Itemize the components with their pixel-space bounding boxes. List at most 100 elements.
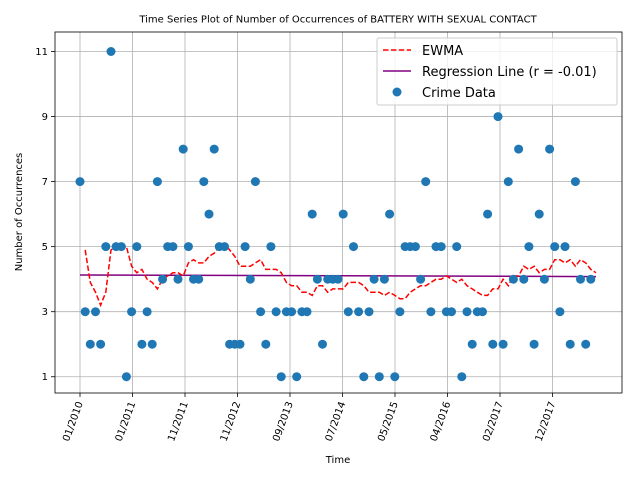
data-point [121, 372, 131, 382]
data-point [483, 209, 493, 219]
data-point [436, 242, 446, 252]
data-point [101, 242, 111, 252]
data-point [349, 242, 358, 252]
legend: EWMA Regression Line (r = -0.01) Crime D… [376, 37, 618, 106]
data-point [374, 372, 384, 382]
data-point [287, 307, 297, 317]
data-point [91, 307, 100, 317]
data-point [359, 372, 369, 382]
y-tick-label: 3 [42, 307, 48, 318]
data-point [576, 274, 585, 284]
data-point [127, 307, 137, 317]
data-point [570, 177, 580, 187]
data-point [364, 307, 374, 317]
data-point [581, 339, 591, 349]
data-point [142, 307, 152, 317]
x-axis-label: Time [325, 455, 350, 466]
data-point [147, 339, 157, 349]
data-point [534, 209, 544, 219]
x-tick-label: 09/2013 [271, 400, 296, 443]
data-point [550, 242, 560, 252]
x-tick-label: 04/2016 [429, 400, 454, 443]
data-point [493, 112, 503, 122]
x-tick-label: 07/2014 [324, 400, 349, 443]
data-point [245, 274, 255, 284]
data-point [312, 274, 322, 284]
data-point [204, 209, 214, 219]
data-point [116, 242, 126, 252]
x-tick-label: 02/2017 [481, 400, 506, 443]
data-point [271, 307, 281, 317]
data-point [560, 242, 570, 252]
plot-frame [54, 31, 623, 394]
data-point [261, 339, 271, 349]
x-tick-label: 12/2017 [534, 400, 559, 443]
legend-data-label: Crime Data [422, 86, 496, 101]
data-point [318, 339, 327, 349]
data-point [307, 209, 317, 219]
data-point [519, 274, 529, 284]
data-point [152, 177, 162, 187]
data-point [488, 339, 498, 349]
data-point [173, 274, 183, 284]
data-point [158, 274, 168, 284]
x-tick-label: 05/2015 [376, 400, 401, 443]
data-point [385, 209, 395, 219]
data-point [524, 242, 534, 252]
data-point [132, 242, 142, 252]
chart-title: Time Series Plot of Number of Occurrence… [138, 15, 537, 26]
data-point [80, 307, 90, 317]
data-point [220, 242, 229, 252]
data-point [354, 307, 364, 317]
data-point [586, 274, 596, 284]
data-point [447, 307, 456, 317]
data-point [276, 372, 286, 382]
data-point [199, 177, 209, 187]
data-point [529, 339, 539, 349]
data-point [209, 144, 219, 154]
data-point [478, 307, 487, 317]
data-point [421, 177, 431, 187]
data-point [555, 307, 565, 317]
data-point [379, 274, 389, 284]
data-point [250, 177, 260, 187]
data-point [194, 274, 204, 284]
data-point [390, 372, 400, 382]
legend-box [376, 37, 618, 106]
data-point [302, 307, 312, 317]
data-point [235, 339, 245, 349]
data-point [96, 339, 106, 349]
data-point [395, 307, 405, 317]
data-point [85, 339, 95, 349]
data-point [333, 274, 343, 284]
ewma-line [84, 242, 597, 308]
data-point [168, 242, 178, 252]
y-tick-label: 11 [35, 47, 48, 58]
data-point [183, 242, 193, 252]
data-point [467, 339, 477, 349]
data-point [266, 242, 276, 252]
crime-data-points [75, 47, 596, 382]
data-point [75, 177, 85, 187]
legend-ewma-label: EWMA [422, 44, 463, 59]
x-tick-label: 11/2012 [219, 400, 244, 443]
data-point [416, 274, 426, 284]
x-tick-label: 01/2010 [61, 400, 86, 443]
x-tick-label: 11/2011 [166, 400, 191, 443]
data-point [426, 307, 436, 317]
data-point [369, 274, 379, 284]
data-point [410, 242, 420, 252]
data-point [343, 307, 353, 317]
y-tick-label: 9 [42, 112, 48, 123]
data-point [292, 372, 302, 382]
data-point [106, 47, 116, 56]
data-point [256, 307, 266, 317]
data-point [457, 372, 467, 382]
y-axis-ticks: 1 3 5 7 9 11 [35, 47, 55, 383]
y-tick-label: 7 [42, 177, 48, 188]
data-point [514, 144, 524, 154]
data-point [178, 144, 188, 154]
data-point [452, 242, 462, 252]
y-tick-label: 1 [42, 372, 48, 383]
